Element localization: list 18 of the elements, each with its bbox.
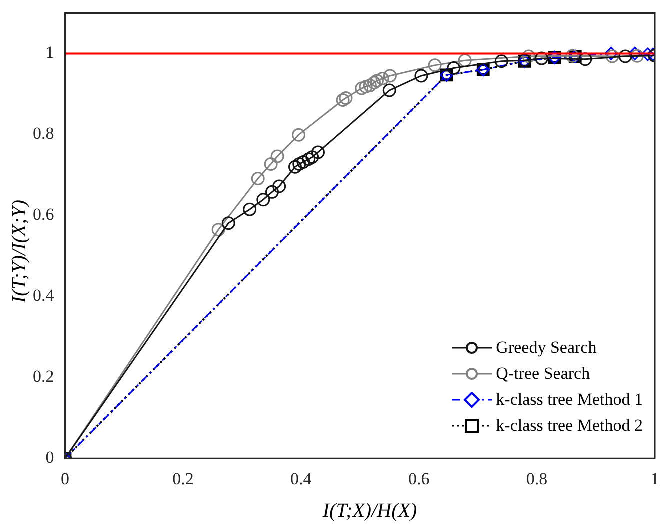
x-axis-title: I(T;X)/H(X)	[322, 500, 418, 523]
y-tick-label: 1	[46, 43, 54, 62]
legend-label: Greedy Search	[496, 336, 597, 359]
y-tick-label: 0.4	[33, 286, 55, 306]
legend-label: k-class tree Method 2	[496, 414, 643, 437]
legend-label: Q-tree Search	[496, 362, 590, 385]
y-tick-label: 0.8	[33, 124, 54, 144]
x-tick-label: 0.8	[526, 469, 548, 488]
y-tick-label: 0.6	[33, 205, 54, 224]
x-tick-label: 0	[61, 469, 70, 488]
x-tick-label: 1	[650, 469, 660, 488]
x-tick-label: 0.2	[172, 469, 194, 488]
x-tick-label: 0.6	[408, 469, 430, 488]
legend-label: k-class tree Method 1	[496, 388, 643, 411]
x-tick-label: 0.4	[290, 469, 312, 488]
y-tick-label: 0.2	[33, 367, 54, 386]
y-tick-label: 0	[46, 448, 54, 468]
y-axis-title: I(T;Y)/I(X;Y)	[8, 198, 32, 306]
